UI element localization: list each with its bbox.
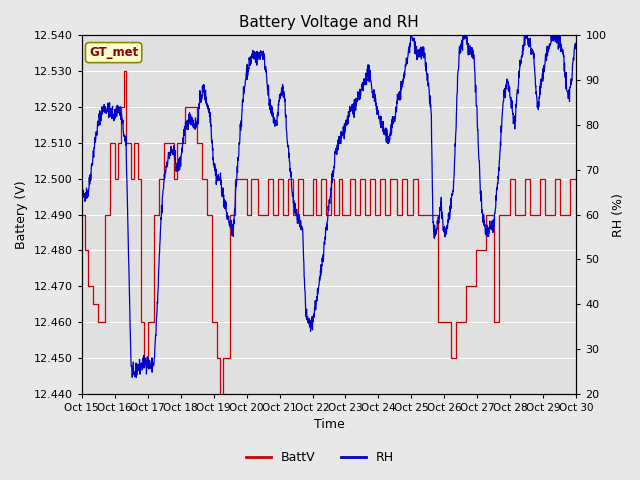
X-axis label: Time: Time (314, 419, 344, 432)
Legend: BattV, RH: BattV, RH (241, 446, 399, 469)
Text: GT_met: GT_met (89, 46, 138, 59)
Title: Battery Voltage and RH: Battery Voltage and RH (239, 15, 419, 30)
Y-axis label: Battery (V): Battery (V) (15, 180, 28, 249)
Y-axis label: RH (%): RH (%) (612, 192, 625, 237)
